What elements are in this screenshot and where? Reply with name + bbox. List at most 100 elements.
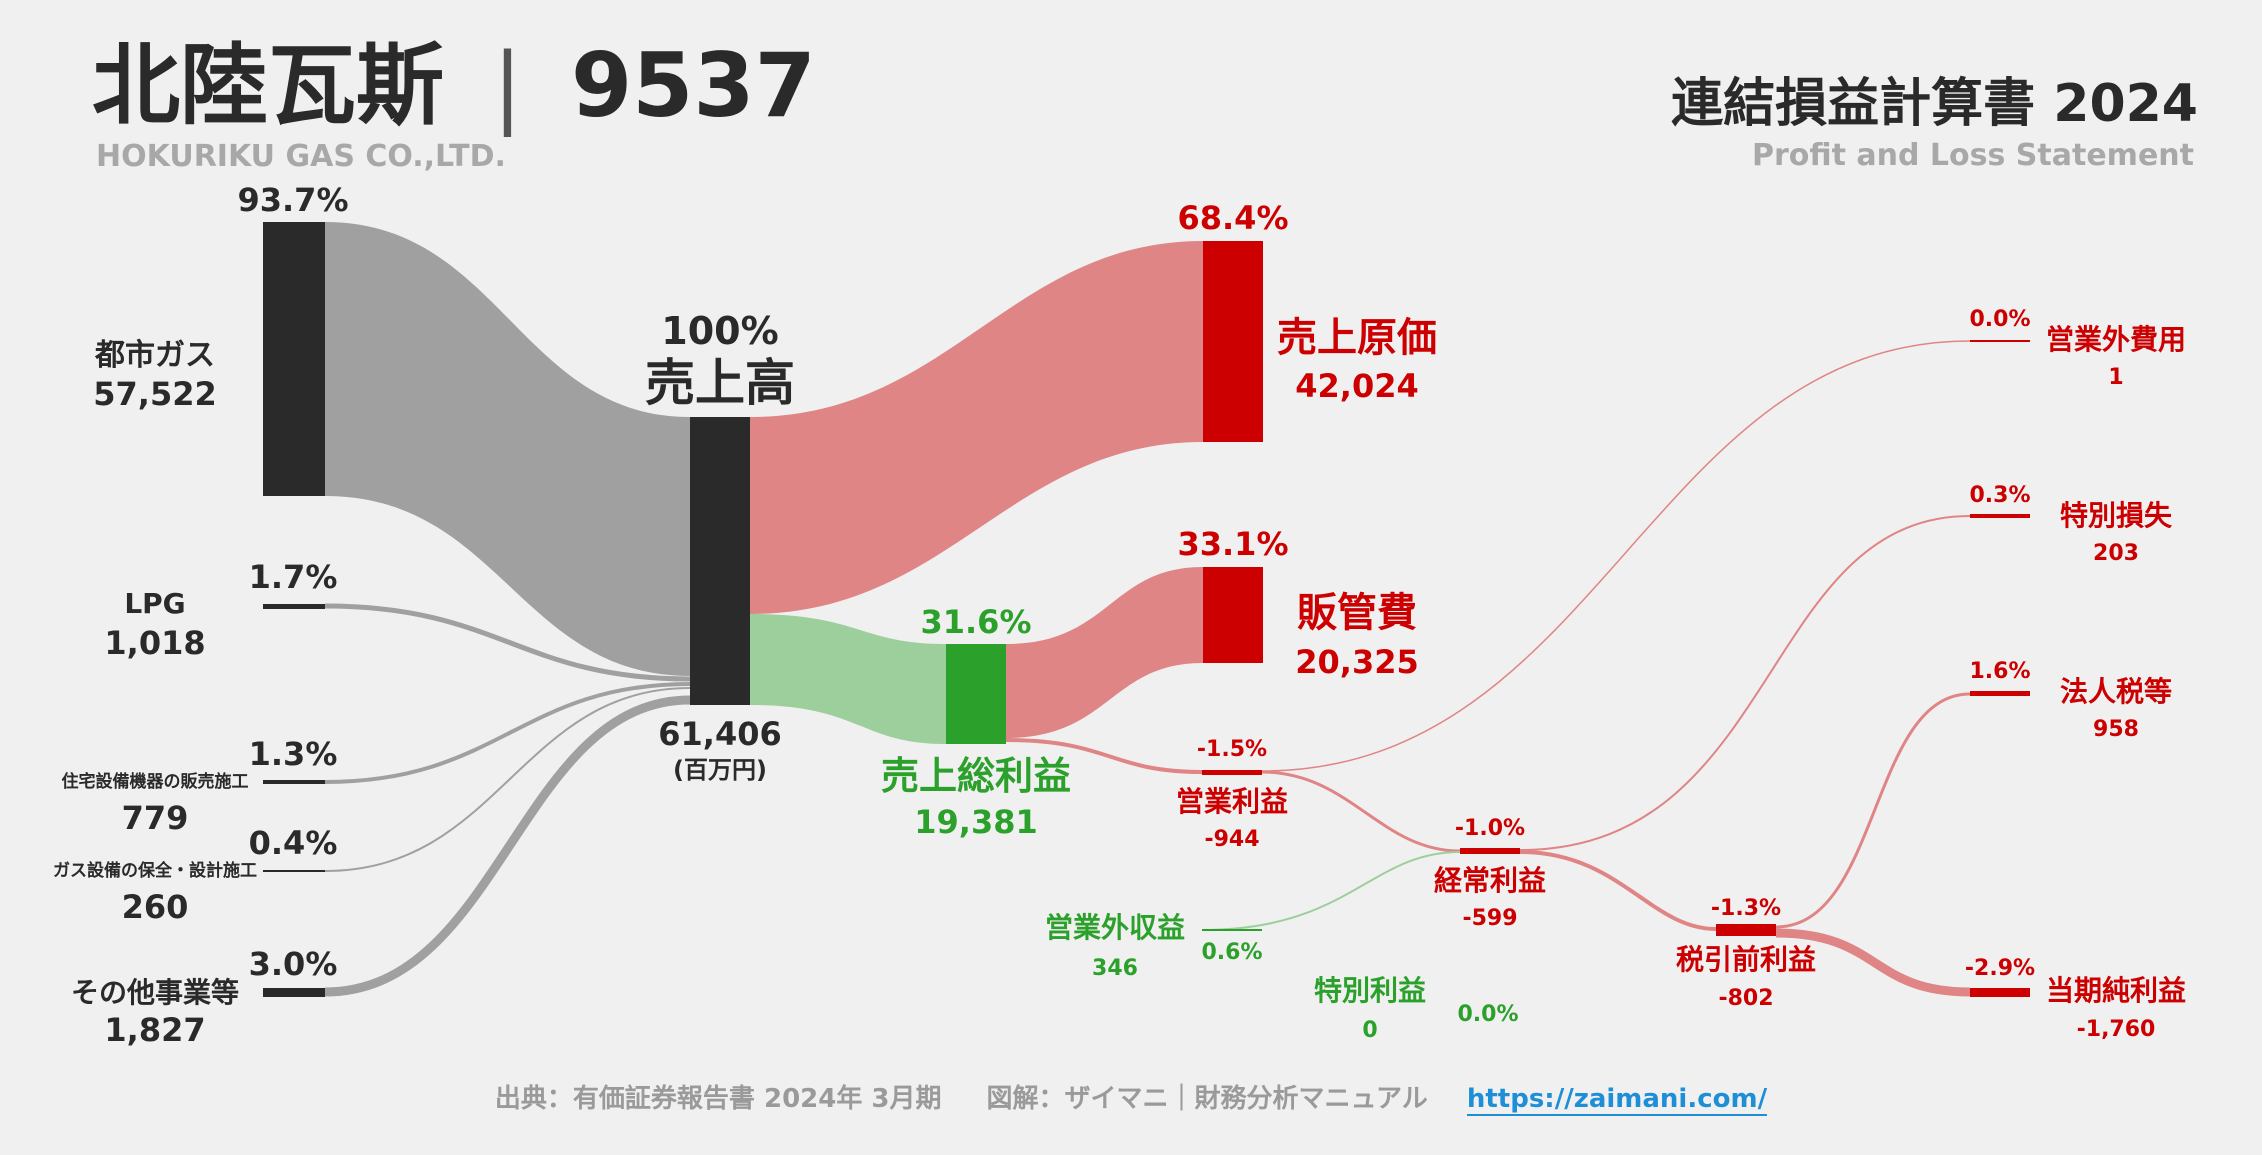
label-revenue: 売上高 bbox=[645, 354, 795, 412]
label-pretax-income: 税引前利益 bbox=[1675, 943, 1817, 976]
label-gross-profit: 売上総利益 bbox=[880, 754, 1072, 798]
title-divider: | bbox=[492, 34, 523, 137]
flow-net-income bbox=[1775, 928, 1971, 997]
node-gross-profit bbox=[946, 644, 1006, 744]
company-title: 北陸瓦斯 | 9537 bbox=[92, 42, 816, 130]
node-operating-income bbox=[1202, 770, 1262, 775]
label-housing: 住宅設備機器の販売施工 bbox=[61, 772, 249, 792]
pct-ordinary-income: -1.0% bbox=[1454, 816, 1526, 841]
value-pretax-income: -802 bbox=[1718, 986, 1774, 1011]
value-lpg: 1,018 bbox=[104, 624, 206, 662]
label-extraordinary-income: 特別利益 bbox=[1313, 974, 1427, 1007]
node-revenue bbox=[690, 417, 750, 705]
flow-income-taxes bbox=[1775, 692, 1971, 929]
label-gas-maintenance: ガス設備の保全・設計施工 bbox=[53, 861, 257, 881]
flow-housing bbox=[324, 682, 691, 784]
company-name-en: HOKURIKU GAS CO.,LTD. bbox=[96, 139, 506, 174]
label-net-income: 当期純利益 bbox=[2045, 974, 2187, 1007]
label-operating-income: 営業利益 bbox=[1175, 785, 1289, 818]
node-gas-maintenance bbox=[263, 870, 325, 872]
flow-city-gas bbox=[325, 222, 690, 676]
flow-sga bbox=[1006, 567, 1203, 738]
footer-credit: 図解：ザイマニ｜財務分析マニュアル bbox=[986, 1084, 1428, 1114]
label-cost-of-sales: 売上原価 bbox=[1277, 315, 1437, 361]
pct-housing: 1.3% bbox=[248, 735, 338, 773]
ticker-code: 9537 bbox=[570, 34, 816, 137]
pct-non-operating-income: 0.6% bbox=[1201, 940, 1263, 965]
label-non-operating-income: 営業外収益 bbox=[1044, 911, 1186, 944]
footer-source: 出典：有価証券報告書 2024年 3月期 bbox=[494, 1084, 942, 1114]
value-operating-income: -944 bbox=[1204, 827, 1260, 852]
pct-operating-income: -1.5% bbox=[1196, 737, 1268, 762]
pct-extraordinary-loss: 0.3% bbox=[1969, 483, 2031, 508]
label-city-gas: 都市ガス bbox=[95, 338, 215, 373]
pct-gross-profit: 31.6% bbox=[920, 603, 1032, 641]
flow-non-operating-expense bbox=[1261, 340, 1971, 772]
value-gross-profit: 19,381 bbox=[914, 803, 1038, 841]
pct-gas-maintenance: 0.4% bbox=[248, 824, 338, 862]
flow-extraordinary-loss bbox=[1519, 515, 1971, 851]
node-housing bbox=[263, 780, 325, 784]
node-non-operating-income bbox=[1202, 929, 1262, 931]
label-non-operating-expense: 営業外費用 bbox=[2045, 323, 2187, 356]
label-lpg: LPG bbox=[124, 587, 186, 620]
pct-city-gas: 93.7% bbox=[237, 181, 349, 219]
value-net-income: -1,760 bbox=[2076, 1017, 2156, 1042]
statement-title: 連結損益計算書 2024 bbox=[1671, 74, 2198, 134]
node-city-gas bbox=[263, 222, 325, 496]
pct-non-operating-expense: 0.0% bbox=[1969, 307, 2031, 332]
pct-other: 3.0% bbox=[248, 945, 338, 983]
statement-title-en: Profit and Loss Statement bbox=[1751, 138, 2194, 173]
pct-pretax-income: -1.3% bbox=[1710, 896, 1782, 921]
flow-non-operating-income bbox=[1201, 851, 1461, 931]
label-ordinary-income: 経常利益 bbox=[1433, 864, 1547, 897]
footer: 出典：有価証券報告書 2024年 3月期 図解：ザイマニ｜財務分析マニュアル h… bbox=[0, 1078, 2262, 1116]
node-ordinary-income bbox=[1460, 848, 1520, 854]
flow-lpg bbox=[324, 603, 691, 682]
node-extraordinary-loss bbox=[1970, 514, 2030, 518]
label-other: その他事業等 bbox=[70, 976, 240, 1009]
flow-other bbox=[324, 695, 691, 997]
company-name: 北陸瓦斯 bbox=[92, 34, 445, 137]
node-sga bbox=[1203, 567, 1263, 663]
node-other bbox=[263, 988, 325, 997]
pct-cost-of-sales: 68.4% bbox=[1177, 199, 1289, 237]
pct-net-income: -2.9% bbox=[1964, 956, 2036, 981]
pct-revenue: 100% bbox=[661, 309, 779, 353]
pct-sga: 33.1% bbox=[1177, 525, 1289, 563]
value-income-taxes: 958 bbox=[2093, 717, 2139, 742]
value-housing: 779 bbox=[121, 799, 189, 837]
pct-extraordinary-income: 0.0% bbox=[1457, 1002, 1519, 1027]
node-net-income bbox=[1970, 988, 2030, 997]
node-cost-of-sales bbox=[1203, 241, 1263, 442]
node-pretax-income bbox=[1716, 924, 1776, 936]
value-extraordinary-loss: 203 bbox=[2093, 541, 2139, 566]
pct-income-taxes: 1.6% bbox=[1969, 659, 2031, 684]
footer-url-link[interactable]: https://zaimani.com/ bbox=[1466, 1084, 1768, 1116]
value-extraordinary-income: 0 bbox=[1362, 1018, 1378, 1043]
node-non-operating-expense bbox=[1970, 340, 2030, 342]
flow-gas-maintenance bbox=[324, 687, 691, 872]
label-sga: 販管費 bbox=[1297, 590, 1417, 636]
label-income-taxes: 法人税等 bbox=[2059, 675, 2173, 708]
flow-ordinary-to-pretax bbox=[1519, 850, 1717, 931]
flow-operating-to-ordinary bbox=[1261, 770, 1461, 853]
node-lpg bbox=[263, 604, 325, 609]
value-city-gas: 57,522 bbox=[93, 375, 217, 413]
value-non-operating-income: 346 bbox=[1092, 956, 1138, 981]
flow-operating-loss bbox=[1005, 738, 1203, 774]
flow-cost-of-sales bbox=[750, 241, 1203, 614]
value-non-operating-expense: 1 bbox=[2108, 365, 2124, 390]
value-revenue: 61,406 bbox=[658, 715, 782, 753]
value-gas-maintenance: 260 bbox=[121, 888, 189, 926]
flow-gross-profit bbox=[750, 614, 946, 744]
unit-label: (百万円) bbox=[673, 756, 767, 784]
value-cost-of-sales: 42,024 bbox=[1295, 367, 1419, 405]
node-income-taxes bbox=[1970, 691, 2030, 696]
label-extraordinary-loss: 特別損失 bbox=[2059, 499, 2173, 532]
value-other: 1,827 bbox=[104, 1011, 206, 1049]
value-ordinary-income: -599 bbox=[1462, 906, 1518, 931]
value-sga: 20,325 bbox=[1295, 643, 1419, 681]
